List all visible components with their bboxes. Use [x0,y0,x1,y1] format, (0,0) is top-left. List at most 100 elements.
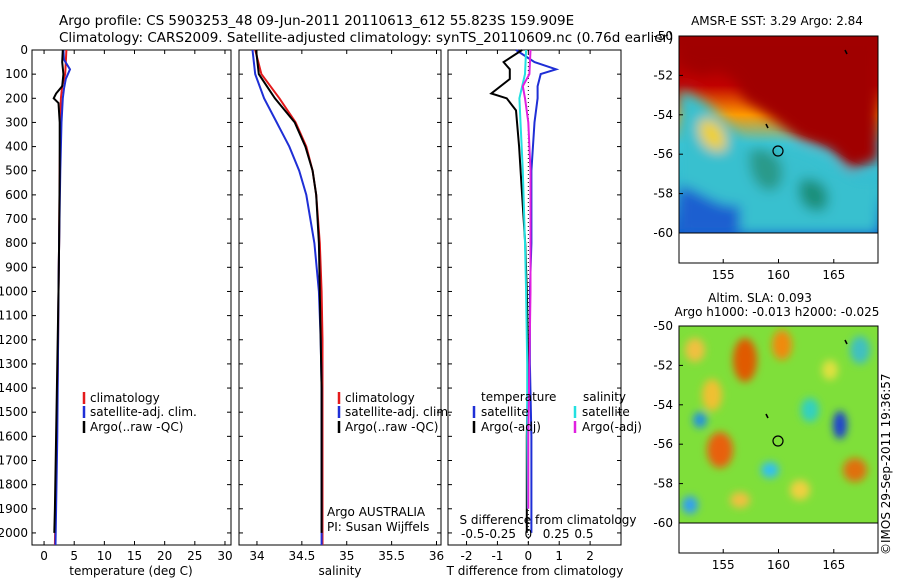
legend-label-climatology: climatology [90,391,160,405]
s-diff-tick-label: 0.25 [543,527,570,541]
depth-tick-label: 1800 [0,478,28,492]
x-tick-label: 35.5 [378,549,405,563]
s-diff-tick-label: 0 [525,527,533,541]
legend-label-satellite: satellite-adj. clim. [90,405,197,419]
x-tick-label: 36 [429,549,444,563]
sla-argo-track [765,339,848,419]
x-tick-label: 25 [187,549,202,563]
map-lat-label: -60 [653,516,673,530]
s-diff-tick-label: 0.5 [574,527,593,541]
sst-argo-location-marker [772,145,784,157]
series-line-temperature-satellite [515,49,560,533]
map-lon-label: 160 [767,268,790,282]
s-difference-axis-label: S difference from climatology [460,513,637,527]
map-lon-label: 155 [712,558,735,572]
x-tick-label: 10 [97,549,112,563]
depth-tick-label: 700 [5,212,28,226]
sst-argo-track [765,49,848,129]
map-lat-label: -50 [653,319,673,333]
map-lon-label: 165 [822,558,845,572]
depth-tick-label: 1900 [0,502,28,516]
map-lat-label: -54 [653,398,673,412]
sst-map-title: AMSR-E SST: 3.29 Argo: 2.84 [691,14,863,28]
legend-title-temperature: temperature [481,390,556,404]
figure-subtitle: Climatology: CARS2009. Satellite-adjuste… [59,30,673,46]
salinity-series-group [251,49,324,545]
x-axis-ticks: 0 5 10 15 20 25 30 34 34.5 35 35.5 36 -2 -1 0 1 2 -0.5 -0.… [40,50,594,563]
x-tick-label: 1 [555,549,563,563]
x-tick-label: 0 [525,549,533,563]
salinity-legend: climatology satellite-adj. clim. Argo(..… [337,391,452,434]
series-line-satellite-adj-clim- [54,49,72,546]
map-lat-label: -52 [653,68,673,82]
difference-series-group [489,49,560,545]
temperature-plot-frame [31,49,232,546]
pi-annotation: PI: Susan Wijffels [327,520,429,534]
x-tick-label: 30 [217,549,232,563]
legend-title-salinity: salinity [583,390,626,404]
depth-tick-label: 1400 [0,381,28,395]
legend-label-temp-satellite: satellite [481,405,529,419]
x-tick-label: 15 [127,549,142,563]
map-lat-label: -54 [653,108,673,122]
imos-timestamp: ©IMOS 29-Sep-2011 19:36:57 [879,373,893,555]
depth-tick-label: 0 [20,43,28,57]
depth-tick-label: 100 [5,67,28,81]
x-tick-label: 20 [157,549,172,563]
map-lat-label: -56 [653,147,673,161]
depth-tick-label: 900 [5,260,28,274]
depth-tick-label: 1000 [0,284,28,298]
sla-map-title: Altim. SLA: 0.093 [708,291,812,305]
difference-legend: temperature salinity satellite Argo(-adj… [472,390,642,434]
x-tick-label: 5 [70,549,78,563]
map-lat-label: -56 [653,437,673,451]
salinity-axis-label: salinity [318,564,361,578]
legend-label-argo: Argo(..raw -QC) [345,420,438,434]
map-lat-label: -52 [653,358,673,372]
map-lon-label: 160 [767,558,790,572]
s-diff-tick-label: -0.25 [485,527,516,541]
sla-map [679,326,878,523]
legend-label-satellite: satellite-adj. clim. [345,405,452,419]
depth-tick-label: 1200 [0,333,28,347]
depth-tick-label: 500 [5,164,28,178]
depth-tick-label: 1100 [0,309,28,323]
s-diff-tick-label: -0.5 [461,527,484,541]
salinity-plot-frame [238,49,442,546]
sla-argo-location-marker [772,435,784,447]
map-lat-label: -58 [653,187,673,201]
x-tick-label: 35 [339,549,354,563]
x-tick-label: -2 [461,549,473,563]
sst-map [679,36,878,233]
temperature-legend: climatology satellite-adj. clim. Argo(..… [82,391,197,434]
depth-tick-label: 1700 [0,453,28,467]
series-line-argo-raw-qc- [52,49,65,533]
depth-tick-label: 2000 [0,526,28,540]
sst-map-nodata-band [678,232,879,264]
depth-tick-label: 400 [5,140,28,154]
depth-tick-label: 1600 [0,429,28,443]
depth-tick-label: 1500 [0,405,28,419]
depth-tick-label: 200 [5,91,28,105]
map-lon-label: 165 [822,268,845,282]
legend-label-temp-argo: Argo(-adj) [481,420,541,434]
x-tick-label: 0 [40,549,48,563]
figure-title: Argo profile: CS 5903253_48 09-Jun-2011 … [59,13,574,29]
map-lon-label: 155 [712,268,735,282]
temperature-axis-label: temperature (deg C) [69,564,192,578]
depth-tick-label: 1300 [0,357,28,371]
depth-tick-label: 600 [5,188,28,202]
float-owner-annotation: Argo AUSTRALIA [327,505,426,519]
legend-label-sal-argo: Argo(-adj) [582,420,642,434]
map-lat-label: -58 [653,477,673,491]
sla-map-subtitle: Argo h1000: -0.013 h2000: -0.025 [675,305,880,319]
sla-map-axes: -50 -52 -54 -56 -58 -60 155 160 165 [653,319,845,572]
legend-label-sal-satellite: satellite [582,405,630,419]
map-lat-label: -50 [653,29,673,43]
x-tick-label: 2 [586,549,594,563]
x-tick-label: 34 [249,549,264,563]
series-line-argo-raw-qc- [255,49,323,533]
x-tick-label: -1 [491,549,503,563]
temperature-series-group [52,49,72,546]
